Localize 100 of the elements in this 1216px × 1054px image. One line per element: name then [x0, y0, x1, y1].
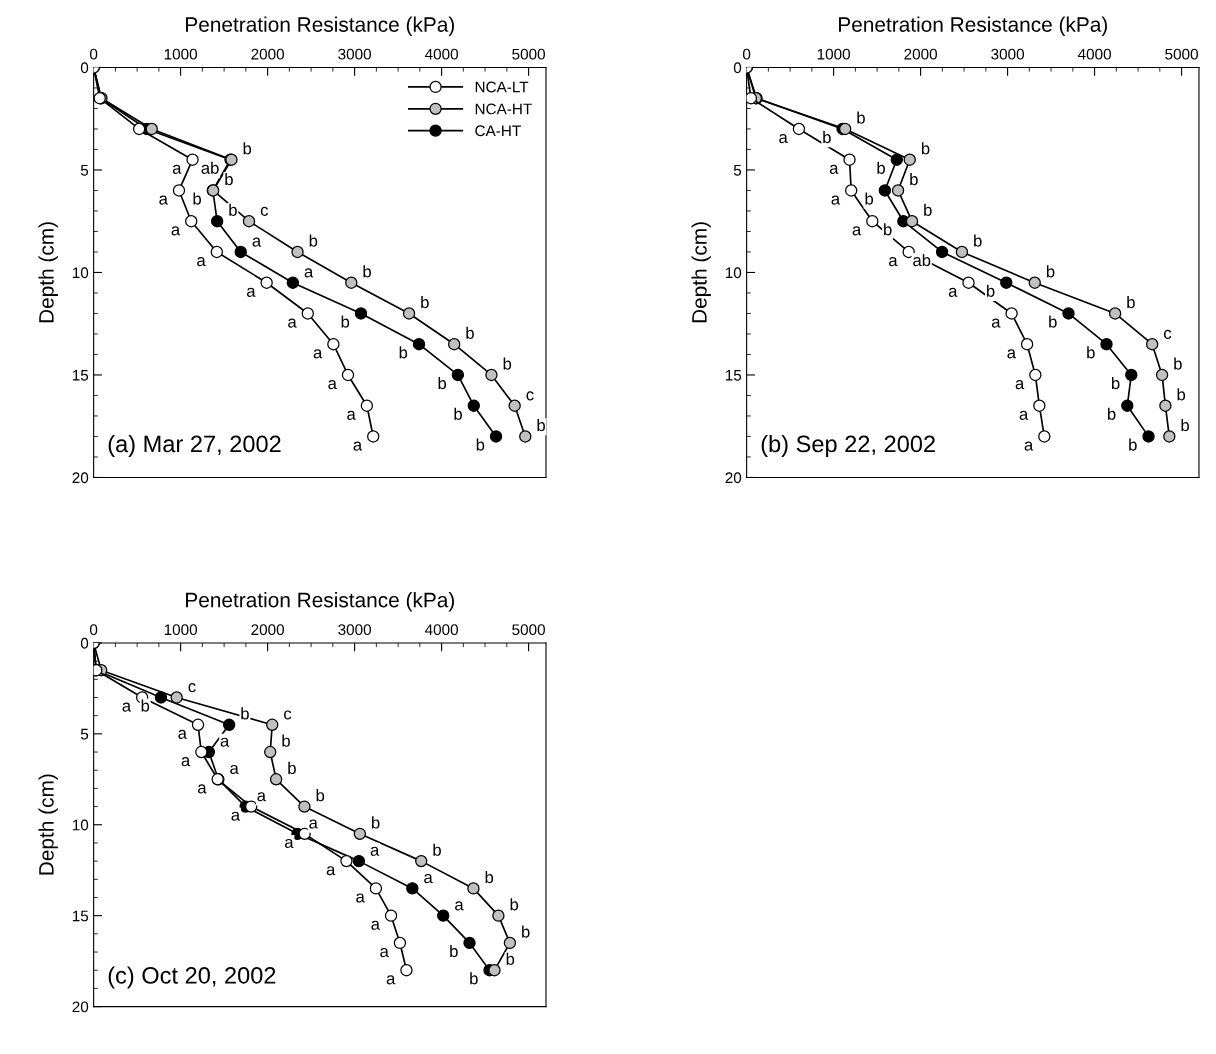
x-tick-label: 2000 [251, 48, 285, 60]
data-label: a [1007, 349, 1016, 359]
data-label: a [353, 441, 363, 451]
data-label: a [231, 811, 241, 821]
data-label: b [421, 295, 429, 309]
data-label: b [823, 130, 831, 144]
y-tick-label: 5 [80, 164, 89, 176]
data-label: a [285, 838, 294, 849]
y-tick-label: 10 [72, 819, 89, 831]
data-label: a [852, 226, 862, 236]
data-label: ab [913, 253, 931, 267]
data-label: b [1181, 418, 1189, 432]
data-label: b [341, 315, 350, 328]
data-label: b [1177, 388, 1186, 401]
data-label: a [122, 702, 132, 712]
data-label: b [1046, 265, 1055, 278]
data-label: b [1049, 315, 1057, 328]
x-tick-label: 0 [89, 48, 98, 60]
legend-label: NCA-LT [475, 81, 529, 93]
data-label: b [450, 944, 458, 958]
data-label: a [230, 764, 239, 775]
data-label: b [877, 161, 885, 174]
data-label: a [198, 784, 207, 794]
data-label: b [1127, 295, 1135, 309]
data-label: b [309, 234, 318, 247]
data-label: a [1024, 441, 1034, 451]
data-label: b [884, 223, 892, 236]
data-label: b [225, 172, 233, 186]
y-tick-label: 0 [733, 62, 742, 74]
data-label: a [948, 287, 958, 297]
annotation: (a) Mar 27, 2002 [108, 434, 281, 457]
data-label: a [386, 975, 396, 985]
x-tick-label: 3000 [338, 48, 371, 60]
annotation: (c) Oct 20, 2002 [108, 966, 276, 989]
y-axis-title: Depth (cm) [38, 222, 58, 323]
data-label: b [522, 925, 530, 938]
data-label: b [372, 816, 380, 829]
x-tick-label: 4000 [424, 48, 458, 60]
data-label: a [246, 287, 256, 297]
data-label: b [1111, 376, 1120, 390]
data-label: a [257, 792, 266, 802]
x-tick-label: 5000 [512, 48, 545, 60]
y-tick-label: 5 [80, 728, 89, 740]
data-label: b [243, 142, 252, 155]
data-label: a [455, 901, 464, 911]
x-tick-label: 4000 [1077, 48, 1111, 60]
data-label: b [506, 952, 515, 965]
x-tick-label: 1000 [817, 48, 851, 60]
data-label: b [974, 234, 982, 247]
data-label: b [438, 376, 447, 390]
x-tick-label: 3000 [991, 48, 1024, 60]
x-axis-title: Penetration Resistance (kPa) [839, 16, 1107, 36]
data-label: b [229, 203, 237, 216]
legend-label: NCA-HT [475, 103, 532, 115]
y-tick-label: 20 [72, 1001, 89, 1013]
y-tick-label: 20 [725, 472, 742, 484]
data-label: b [1174, 357, 1182, 370]
data-label: b [399, 346, 408, 359]
data-label: b [503, 357, 512, 370]
y-tick-label: 0 [80, 62, 89, 74]
x-axis-title: Penetration Resistance (kPa) [186, 16, 455, 36]
data-label: c [260, 206, 268, 216]
data-label: a [178, 729, 187, 739]
data-label: b [241, 707, 249, 720]
x-tick-label: 1000 [164, 48, 198, 60]
x-tick-label: 5000 [1165, 48, 1198, 60]
data-label: b [910, 172, 918, 186]
data-label: a [829, 164, 839, 174]
data-label: b [1087, 346, 1095, 359]
x-tick-label: 2000 [251, 624, 285, 636]
y-tick-label: 0 [80, 637, 89, 649]
data-label: b [865, 192, 874, 205]
data-label: b [433, 843, 441, 856]
data-label: ab [201, 161, 219, 174]
data-label: b [1107, 407, 1116, 420]
data-label: a [171, 226, 181, 236]
data-label: b [288, 761, 296, 775]
data-label: a [889, 257, 898, 267]
data-label: a [831, 195, 841, 205]
data-label: a [779, 134, 788, 144]
data-label: b [921, 142, 930, 155]
data-label: a [313, 349, 323, 359]
data-label: a [326, 866, 336, 876]
data-label: a [347, 410, 356, 420]
data-label: a [380, 948, 389, 958]
data-label: a [328, 380, 337, 390]
x-tick-label: 1000 [164, 624, 198, 636]
data-label: b [282, 734, 290, 747]
data-label: b [466, 326, 474, 339]
data-label: b [470, 972, 478, 985]
y-tick-label: 10 [725, 267, 742, 279]
data-label: b [193, 192, 201, 205]
data-label: a [181, 757, 191, 767]
data-label: b [454, 407, 462, 420]
data-label: c [1163, 329, 1172, 339]
data-label: a [252, 237, 262, 247]
x-tick-label: 3000 [338, 624, 371, 636]
data-label: a [1015, 380, 1025, 390]
data-label: a [197, 257, 206, 267]
data-label: a [309, 819, 318, 829]
